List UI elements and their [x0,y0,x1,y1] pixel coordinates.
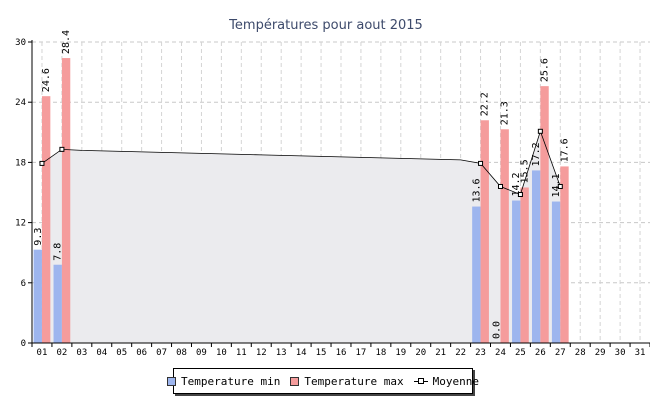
x-tick-label: 20 [415,348,426,358]
bar-temperature-max [540,86,549,343]
bar-value-label: 28.4 [61,30,72,54]
bar-temperature-min [512,200,521,343]
x-tick-label: 19 [395,348,406,358]
y-tick-label: 0 [21,339,26,349]
bar-value-label: 14.2 [511,172,522,196]
bar-temperature-max [41,96,51,344]
chart-title: Températures pour aout 2015 [228,18,423,33]
average-marker [478,160,484,166]
x-tick-label: 27 [555,348,566,358]
x-tick-label: 17 [356,348,367,358]
x-tick-label: 11 [236,348,247,358]
x-tick-label: 15 [316,348,327,358]
legend-label-max: Temperature max [304,374,404,388]
x-tick-label: 28 [575,348,586,358]
average-marker [557,183,563,189]
x-tick-label: 03 [76,348,87,358]
bar-temperature-max [560,166,569,343]
x-tick-label: 22 [455,348,466,358]
x-tick-label: 30 [615,348,626,358]
average-area [41,131,561,343]
legend-label-min: Temperature min [180,374,281,388]
chart-legend: Temperature min Temperature max Moyenne [166,368,479,394]
bar-value-label: 21.3 [500,101,511,125]
x-tick-label: 08 [176,348,187,358]
bar-temperature-max [61,58,71,343]
legend-label-average: Moyenne [432,374,480,388]
bar-value-label: 17.2 [531,142,542,166]
bar-temperature-min [531,170,541,343]
average-marker [537,128,543,134]
bar-layer [33,58,569,344]
legend-swatch-max [290,376,300,386]
data-label-layer: 9.3 7.8 13.6 0.0 14.2 17.2 14.1 24.6 28.4 22.2 21.… [33,30,571,339]
y-tick-label: 12 [15,219,26,229]
bar-value-label: 24.6 [41,68,52,92]
x-tick-label: 14 [296,348,307,358]
x-tick-label: 25 [515,348,526,358]
x-tick-label: 12 [256,348,267,358]
x-tick-label: 21 [435,348,446,358]
average-marker [39,160,45,166]
bar-temperature-max [480,120,489,343]
x-tick-label: 09 [196,348,207,358]
x-tick-label: 23 [475,348,486,358]
y-tick-label: 24 [15,98,26,108]
bar-temperature-max [520,187,529,343]
legend-item-min: Temperature min [166,374,281,388]
x-tick-label: 16 [336,348,347,358]
x-tick-label: 02 [56,348,67,358]
average-line-layer [39,128,563,198]
x-tick-label: 01 [37,348,48,358]
x-tick-label: 04 [96,348,107,358]
bar-temperature-min [33,249,42,343]
x-tick-label: 18 [375,348,386,358]
x-tick-label: 10 [216,348,227,358]
bar-value-label: 22.2 [480,92,491,116]
bar-temperature-min [551,201,561,343]
average-line [41,130,561,196]
x-tick-label: 06 [136,348,147,358]
bar-value-label: 0.0 [491,321,502,339]
average-area-layer [41,131,561,343]
bar-value-label: 25.6 [540,58,551,82]
legend-swatch-min [166,376,176,386]
x-tick-label: 05 [116,348,127,358]
x-tick-label: 31 [635,348,646,358]
bar-temperature-max [500,129,509,343]
x-tick-label: 13 [276,348,287,358]
x-tick-label: 26 [535,348,546,358]
y-tick-label: 30 [15,38,26,48]
legend-swatch-average [413,377,428,386]
average-marker [497,183,503,189]
legend-item-average: Moyenne [413,374,480,388]
y-tick-label: 6 [21,279,26,289]
legend-item-max: Temperature max [290,374,404,388]
bar-value-label: 9.3 [33,228,44,246]
bar-value-label: 7.8 [53,243,64,261]
average-marker [517,192,523,198]
average-marker [59,146,65,152]
bar-value-label: 17.6 [559,138,570,162]
y-tick-label: 18 [15,158,26,168]
bar-value-label: 15.5 [520,159,531,183]
x-tick-label: 29 [595,348,606,358]
bar-temperature-min [472,206,481,343]
bar-value-label: 13.6 [471,178,482,202]
bar-value-label: 14.1 [551,173,562,197]
bar-temperature-min [53,264,62,343]
x-tick-label: 24 [495,348,506,358]
x-tick-label: 07 [156,348,167,358]
